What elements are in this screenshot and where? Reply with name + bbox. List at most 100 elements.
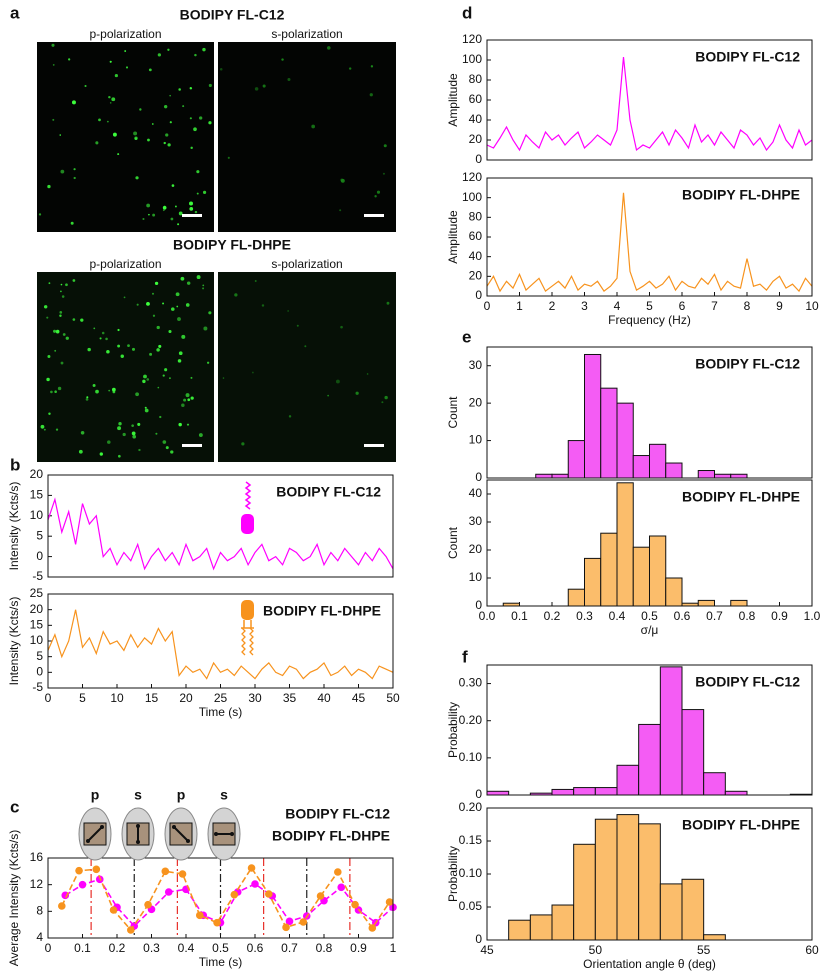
fluorescent-spot xyxy=(178,211,183,216)
fluorescent-spot xyxy=(168,329,172,334)
fluorescent-spot xyxy=(71,100,76,105)
y-tick-label: 20 xyxy=(469,395,483,409)
fluorescent-spot xyxy=(189,117,192,120)
x-tick-label: 20 xyxy=(179,691,193,705)
y-tick-label: 0.20 xyxy=(459,713,483,727)
fluorescent-spot xyxy=(196,170,200,174)
panel-label: c xyxy=(10,797,19,816)
x-tick-label: 50 xyxy=(386,691,400,705)
y-tick-label: 20 xyxy=(30,602,44,616)
fluorescent-spot xyxy=(178,422,182,427)
x-axis-label: Orientation angle θ (deg) xyxy=(583,957,716,971)
icon-arrow-head xyxy=(186,839,190,843)
fluorescent-spot xyxy=(87,347,91,352)
image-label: s-polarization xyxy=(271,257,342,271)
data-point xyxy=(161,867,170,876)
x-tick-label: 0.5 xyxy=(641,609,658,623)
lipid-icon xyxy=(241,481,254,534)
icon-label: s xyxy=(220,787,228,803)
histogram-bar xyxy=(508,919,531,941)
y-tick-label: 15 xyxy=(30,618,44,632)
plot-frame xyxy=(486,39,813,161)
fluorescent-spot xyxy=(118,422,122,426)
fluorescent-spot xyxy=(202,287,205,290)
fluorescent-spot xyxy=(182,105,185,108)
fluorescent-spot xyxy=(304,345,307,348)
fluorescent-spot xyxy=(112,132,117,137)
fluorescent-spot xyxy=(177,317,181,321)
x-tick-label: 0.9 xyxy=(771,609,788,623)
fluorescent-spot xyxy=(148,68,152,72)
fluorescent-spot xyxy=(138,448,141,452)
fluorescent-spot xyxy=(111,387,116,392)
fluorescent-spot xyxy=(208,311,212,315)
icon-label: p xyxy=(91,787,100,803)
plot-frame xyxy=(486,479,813,607)
icon-arrow-head xyxy=(230,832,234,836)
fluorescent-spot xyxy=(143,374,147,379)
y-tick-label: 10 xyxy=(469,570,483,584)
fluorescent-spot xyxy=(125,66,129,69)
y-tick-label: 0 xyxy=(475,470,482,484)
y-tick-label: 8 xyxy=(36,904,43,918)
panel-label: d xyxy=(462,3,472,22)
icon-arrow xyxy=(87,826,103,842)
fluorescent-spot xyxy=(157,386,160,389)
fluorescent-spot xyxy=(171,307,175,311)
fluorescent-spot xyxy=(142,217,145,221)
histogram-bar xyxy=(616,814,640,941)
fluorescent-spot xyxy=(296,324,299,327)
fluorescent-spot xyxy=(190,376,193,379)
fluorescent-spot xyxy=(65,283,68,287)
y-tick-label: -5 xyxy=(32,569,43,583)
fluorescent-spot xyxy=(51,43,55,47)
fluorescent-spot xyxy=(164,368,168,372)
fluorescent-spot xyxy=(261,304,265,307)
histogram-bar xyxy=(584,557,602,607)
y-tick-label: 10 xyxy=(469,433,483,447)
x-tick-label: 0 xyxy=(45,691,52,705)
x-tick-label: 0.5 xyxy=(212,941,229,955)
micrograph xyxy=(37,42,214,232)
image-group-title: BODIPY FL-C12 xyxy=(180,7,285,23)
fluorescent-spot xyxy=(281,58,284,61)
y-tick-label: 25 xyxy=(30,586,44,600)
fluorescent-spot xyxy=(189,87,193,90)
fluorescent-spot xyxy=(157,53,161,57)
y-tick-label: 0.15 xyxy=(459,833,483,847)
fluorescent-spot xyxy=(340,178,344,182)
histogram-bar xyxy=(594,818,618,941)
scale-bar xyxy=(364,214,384,217)
lipid-icon xyxy=(241,600,254,656)
fluorescent-spot xyxy=(117,344,121,348)
fluorescent-spot xyxy=(154,281,159,286)
fluorescent-spot xyxy=(262,84,266,88)
fluorescent-spot xyxy=(181,334,186,339)
fluorescent-spot xyxy=(108,95,111,99)
fluorescent-spot xyxy=(139,108,142,111)
fluorescent-spot xyxy=(117,328,120,332)
fluorescent-spot xyxy=(198,433,203,437)
fluorescent-spot xyxy=(48,282,51,285)
fluorescent-spot xyxy=(163,141,166,145)
x-tick-label: 0.7 xyxy=(281,941,298,955)
y-tick-label: 0.30 xyxy=(459,676,483,690)
fluorescent-spot xyxy=(185,303,190,307)
fluorescent-spot xyxy=(123,296,126,299)
fluorescent-spot xyxy=(86,396,89,399)
data-line xyxy=(61,866,391,932)
fluorescent-spot xyxy=(93,327,96,330)
legend-label: BODIPY FL-DHPE xyxy=(682,489,800,505)
fluorescent-spot xyxy=(65,336,69,340)
fluorescent-spot xyxy=(68,58,71,61)
fluorescent-spot xyxy=(149,352,153,356)
data-point xyxy=(285,917,294,926)
fluorescent-spot xyxy=(53,329,57,333)
fluorescent-spot xyxy=(108,389,111,392)
histogram-bar xyxy=(659,666,683,796)
scale-bar xyxy=(364,444,384,447)
fluorescent-spot xyxy=(105,337,108,341)
fluorescent-spot xyxy=(85,397,89,401)
fluorescent-spot xyxy=(92,383,96,387)
data-point xyxy=(109,906,118,914)
